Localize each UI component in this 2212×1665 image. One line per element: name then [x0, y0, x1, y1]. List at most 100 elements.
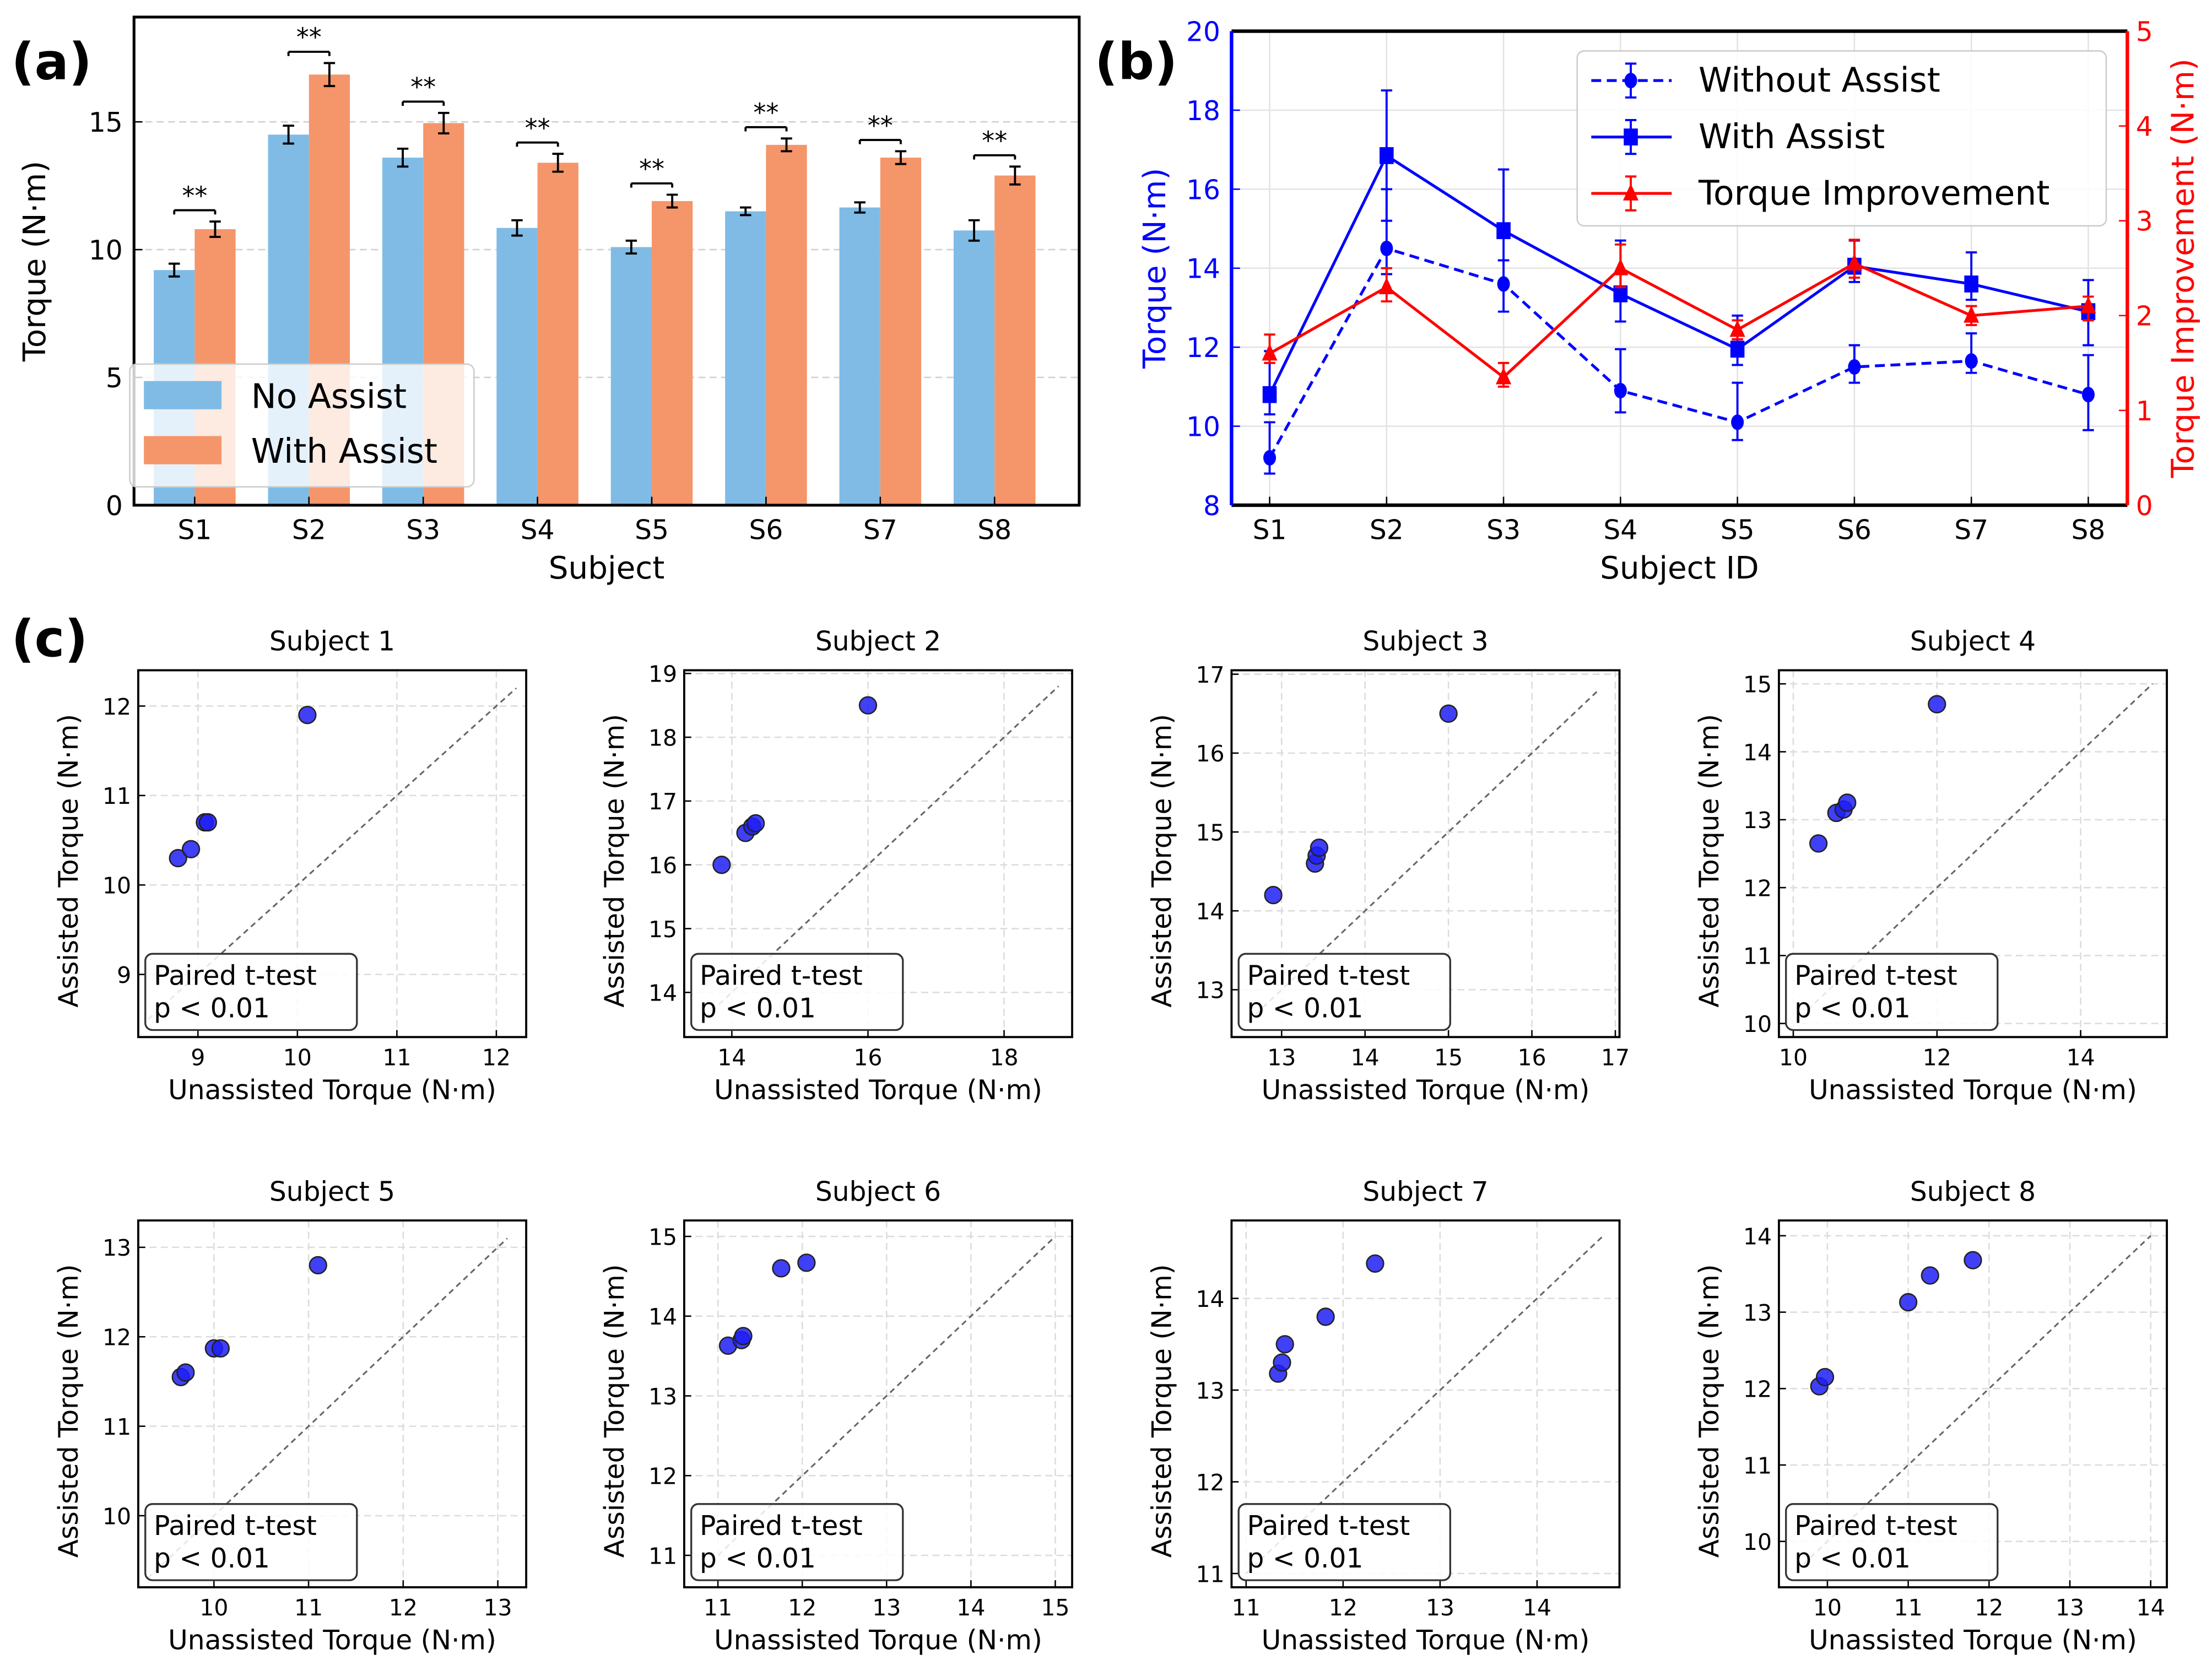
- data-point: [169, 848, 187, 868]
- y-tick-label: 13: [1743, 1300, 1772, 1326]
- legend-swatch: [144, 436, 222, 464]
- series-without-assist: [1263, 188, 2095, 475]
- axes-frame: [683, 669, 1073, 1039]
- panel-label-c: (c): [11, 609, 88, 668]
- subplot-title: Subject 6: [815, 1176, 941, 1207]
- x-tick-label: 18: [989, 1044, 1018, 1071]
- data-point-S5: [1731, 414, 1744, 430]
- annotation-box: [690, 953, 904, 1031]
- data-point-S8: [2081, 387, 2095, 403]
- x-tick-label: S2: [1370, 515, 1404, 545]
- annotation-line-1: Paired t-test: [1247, 961, 1410, 992]
- x-tick-label: S6: [749, 515, 783, 545]
- y-tick-label: 15: [648, 916, 677, 943]
- y-tick-label: 10: [89, 235, 123, 266]
- annotation-line-2: p < 0.01: [1247, 993, 1364, 1024]
- bar-no-assist-S7: [839, 207, 880, 505]
- axes-frame: [683, 1219, 1073, 1588]
- data-point-S2: [1378, 277, 1394, 294]
- bar-no-assist-S6: [725, 211, 766, 505]
- x-tick-label: S2: [292, 515, 326, 545]
- data-point-S2: [1379, 147, 1394, 164]
- x-tick-label: S7: [863, 515, 897, 545]
- x-tick-label: 11: [294, 1594, 323, 1621]
- y-axis-label: Torque (N·m): [17, 161, 53, 362]
- data-point-S7: [1965, 353, 1978, 369]
- x-tick-label: 13: [1426, 1594, 1454, 1621]
- left-y-tick-label: 16: [1186, 175, 1220, 206]
- y-tick-label: 12: [102, 694, 131, 720]
- annotation-line-1: Paired t-test: [154, 961, 317, 992]
- data-point-S1: [1262, 343, 1278, 361]
- annotation-line-2: p < 0.01: [1794, 1543, 1911, 1574]
- annotation-line-1: Paired t-test: [154, 1511, 317, 1542]
- x-tick-label: 12: [1975, 1594, 2003, 1621]
- data-point-S5: [1730, 340, 1745, 358]
- data-point: [1921, 1266, 1939, 1285]
- scatter-subplot-subject-7: Subject 7 11 12 13 14 11 12 13 14 Paired t-testp …: [1146, 1176, 1621, 1656]
- x-tick-label: 13: [1267, 1044, 1296, 1071]
- x-tick-label: S5: [1721, 515, 1755, 545]
- x-tick-label: S5: [635, 515, 669, 545]
- x-tick-label: S4: [521, 515, 555, 545]
- x-tick-label: 14: [717, 1044, 746, 1071]
- data-point-S1: [1263, 450, 1277, 466]
- left-y-axis-label: Torque (N·m): [1137, 168, 1173, 369]
- significance-label: **: [868, 111, 893, 140]
- x-tick-label: 13: [484, 1594, 512, 1621]
- data-point: [1439, 704, 1458, 723]
- data-point: [1316, 1307, 1335, 1326]
- y-tick-label: 10: [102, 1503, 131, 1529]
- x-tick-label: 16: [1517, 1044, 1546, 1071]
- x-tick-label: 10: [1813, 1594, 1842, 1621]
- right-y-tick-label: 2: [2136, 301, 2153, 332]
- x-tick-label: S1: [1253, 515, 1287, 545]
- legend-label: With Assist: [251, 432, 437, 471]
- data-point: [858, 696, 878, 715]
- x-tick-label: S3: [406, 515, 440, 545]
- legend-label: Torque Improvement: [1698, 174, 2049, 213]
- x-axis-label: Subject: [549, 550, 665, 586]
- y-tick-label: 17: [648, 788, 677, 815]
- y-tick-label: 17: [1196, 662, 1224, 688]
- data-point: [1275, 1335, 1294, 1354]
- data-point: [1809, 834, 1828, 853]
- y-tick-label: 11: [102, 1414, 131, 1440]
- x-tick-label: 12: [389, 1594, 418, 1621]
- scatter-subplot-subject-2: Subject 2 14 16 18 14 15 16 17 18 19 Paired t-test…: [599, 626, 1073, 1106]
- identity-line: [717, 1235, 1056, 1556]
- x-tick-label: 9: [191, 1044, 205, 1071]
- annotation-line-2: p < 0.01: [700, 993, 816, 1024]
- y-tick-label: 15: [89, 107, 123, 138]
- data-point: [1899, 1293, 1918, 1312]
- significance-label: **: [639, 154, 664, 184]
- x-axis-label: Unassisted Torque (N·m): [714, 1075, 1042, 1106]
- series-line: [1269, 262, 2089, 380]
- bar-with-assist-S4: [537, 163, 578, 505]
- y-tick-label: 16: [1196, 740, 1224, 767]
- x-tick-label: S8: [2072, 515, 2106, 545]
- x-axis-label: Unassisted Torque (N·m): [168, 1075, 496, 1106]
- subplot-title: Subject 5: [269, 1176, 395, 1207]
- left-y-tick-label: 8: [1203, 491, 1220, 522]
- bar-no-assist-S4: [496, 228, 538, 505]
- bar-chart-panel-a: 0 5 10 15 ** S1 ** S2 ** S3 ** S4 ** S5 ** S6 ** S7 ** S8 Su…: [17, 15, 1081, 586]
- x-axis-label: Unassisted Torque (N·m): [1809, 1625, 2137, 1656]
- y-tick-label: 13: [102, 1235, 131, 1261]
- scatter-subplot-subject-8: Subject 8 10 11 12 13 14 10 11 12 13 14 Paired t-te…: [1694, 1176, 2168, 1656]
- y-axis-label: Assisted Torque (N·m): [1146, 1264, 1177, 1558]
- y-tick-label: 12: [1196, 1469, 1224, 1496]
- x-tick-label: 11: [704, 1594, 732, 1621]
- x-tick-label: 17: [1601, 1044, 1630, 1071]
- significance-label: **: [982, 126, 1007, 156]
- y-tick-label: 14: [1196, 899, 1224, 925]
- series-line: [1268, 153, 2089, 396]
- right-y-tick-label: 0: [2136, 491, 2153, 522]
- x-tick-label: S8: [977, 515, 1012, 545]
- significance-label: **: [410, 72, 436, 102]
- legend-marker: [1623, 183, 1639, 201]
- y-tick-label: 10: [1743, 1529, 1772, 1555]
- annotation-box: [1237, 1503, 1451, 1581]
- data-point-S8: [2080, 296, 2096, 313]
